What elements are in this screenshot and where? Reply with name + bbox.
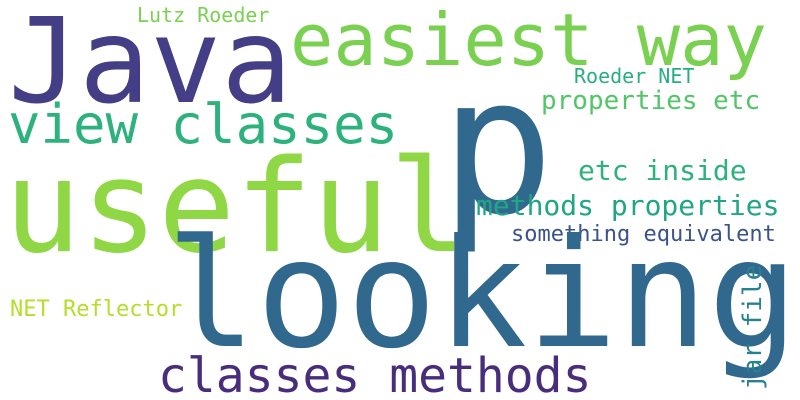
word-view-classes: view classes — [8, 93, 399, 156]
word-something-equivalent: something equivalent — [511, 222, 776, 247]
word-looking: looking — [166, 208, 799, 382]
word-easiest-way: easiest way — [290, 0, 767, 82]
word-etc-inside: etc inside — [578, 154, 747, 187]
word-useful: useful — [4, 133, 467, 282]
word-p: p — [440, 36, 555, 257]
word-properties-etc: properties etc — [541, 86, 761, 116]
word-lutz-roeder: Lutz Roeder — [137, 3, 270, 27]
word-roeder-net: Roeder NET — [574, 64, 695, 88]
word-net-reflector: NET Reflector — [10, 297, 183, 322]
word-jar-file: jar file — [738, 264, 768, 390]
word-methods-properties: methods properties — [476, 189, 780, 222]
word-java: Java — [8, 0, 293, 130]
word-classes-methods: classes methods — [158, 348, 592, 400]
